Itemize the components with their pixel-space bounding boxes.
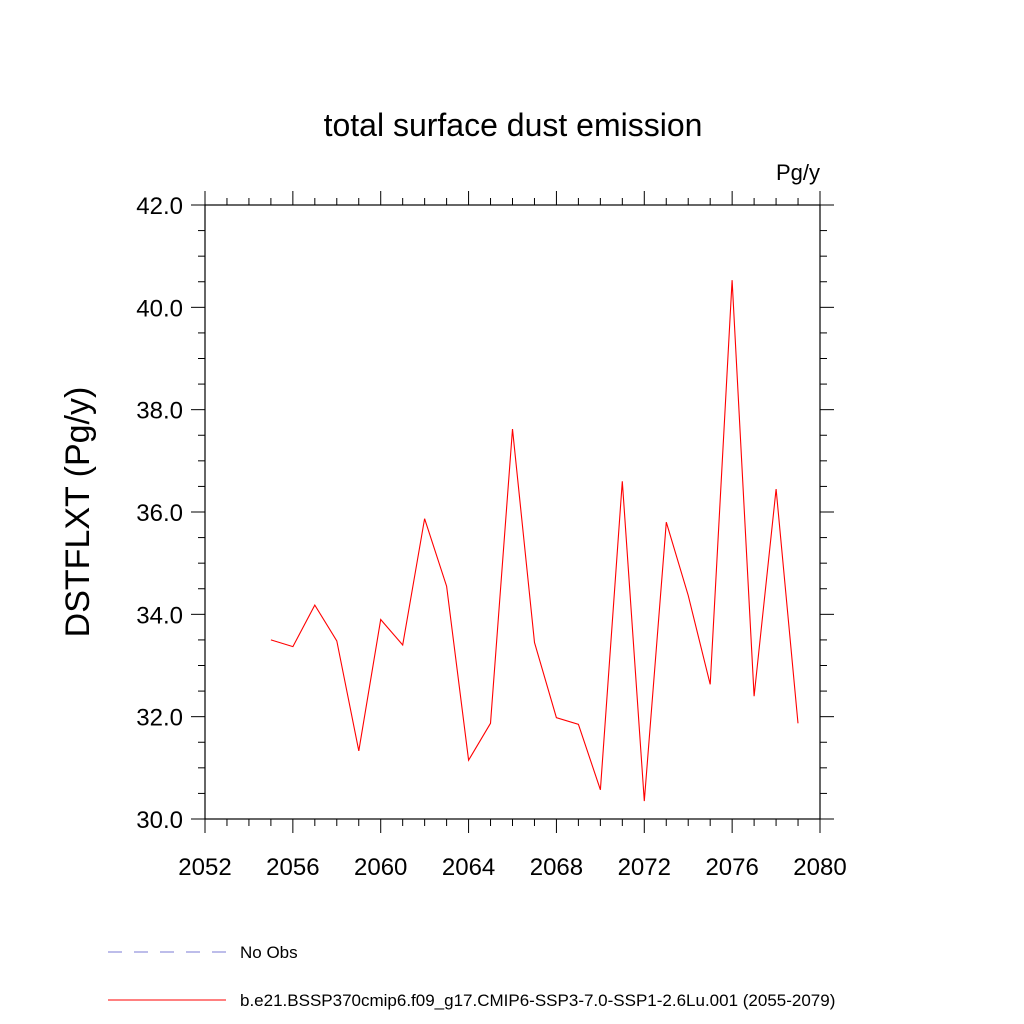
chart-title: total surface dust emission — [324, 107, 703, 143]
x-tick-label: 2072 — [618, 854, 671, 881]
x-tick-label: 2052 — [178, 854, 231, 881]
legend-label: b.e21.BSSP370cmip6.f09_g17.CMIP6-SSP3-7.… — [240, 991, 835, 1010]
legend-label: No Obs — [240, 943, 298, 962]
x-tick-label: 2056 — [266, 854, 319, 881]
x-tick-label: 2064 — [442, 854, 495, 881]
y-tick-label: 40.0 — [136, 295, 183, 322]
series-lines — [270, 280, 799, 802]
axis-ticks: 2052 2056 2060 2064 2068 2072 2076 2080 30.0 32.0… — [136, 191, 847, 881]
y-axis-label: DSTFLXT (Pg/y) — [59, 387, 97, 638]
x-tick-label: 2060 — [354, 854, 407, 881]
legend: No Obs b.e21.BSSP370cmip6.f09_g17.CMIP6-S… — [108, 943, 835, 1010]
plot-frame — [204, 204, 821, 820]
y-tick-label: 32.0 — [136, 705, 183, 732]
y-tick-label: 30.0 — [136, 807, 183, 834]
y-tick-label: 34.0 — [136, 602, 183, 629]
series-line — [270, 280, 799, 802]
units-label: Pg/y — [776, 160, 820, 185]
x-tick-label: 2068 — [530, 854, 583, 881]
y-tick-label: 42.0 — [136, 193, 183, 220]
y-tick-label: 36.0 — [136, 500, 183, 527]
x-tick-label: 2080 — [793, 854, 846, 881]
y-tick-label: 38.0 — [136, 398, 183, 425]
x-tick-label: 2076 — [705, 854, 758, 881]
